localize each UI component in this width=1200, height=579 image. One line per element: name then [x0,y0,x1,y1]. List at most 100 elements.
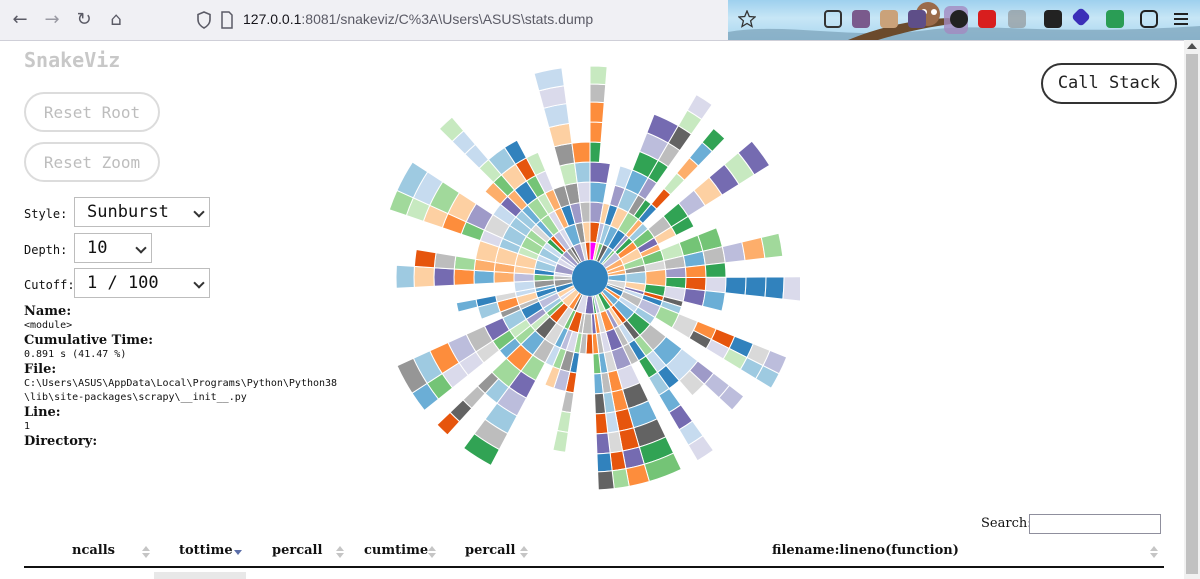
column-header[interactable]: cumtime [364,543,429,558]
sort-icon[interactable] [520,546,528,558]
extension-icon[interactable] [978,10,996,28]
sort-icon[interactable] [336,546,344,558]
sunburst-segment[interactable] [396,357,428,394]
sunburst-segment[interactable] [645,268,667,287]
shield-icon[interactable] [196,11,212,29]
extension-icon[interactable] [1106,10,1124,28]
sunburst-segment[interactable] [686,93,713,121]
sort-icon[interactable] [1150,546,1158,558]
table-row[interactable] [24,572,1164,579]
sunburst-segment[interactable] [453,268,475,286]
home-icon[interactable]: ⌂ [110,9,122,30]
sunburst-segment[interactable] [589,161,611,185]
cutoff-select[interactable]: 1 / 100 [74,268,210,298]
back-icon[interactable]: ← [12,9,28,30]
sort-desc-icon[interactable] [234,546,242,558]
url-text[interactable]: 127.0.0.1:8081/snakeviz/C%3A\Users\ASUS\… [243,11,594,27]
reset-root-button[interactable]: Reset Root [24,92,160,132]
sunburst-segment[interactable] [525,151,547,177]
sunburst-segment[interactable] [597,470,615,491]
sunburst-root[interactable] [572,260,608,296]
sunburst-segment[interactable] [704,262,727,278]
extension-icon[interactable] [950,10,968,28]
extension-icon[interactable] [908,10,926,28]
address-bar[interactable]: 127.0.0.1:8081/snakeviz/C%3A\Users\ASUS\… [188,6,728,34]
sunburst-segment[interactable] [533,67,565,92]
column-header[interactable]: tottime [179,543,233,558]
sunburst-segment[interactable] [395,264,415,289]
sunburst-segment[interactable] [438,116,465,143]
sunburst-segment[interactable] [594,412,609,435]
sunburst-segment[interactable] [553,142,576,167]
sunburst-segment[interactable] [721,241,746,264]
download-icon[interactable] [852,10,870,28]
sort-icon[interactable] [428,546,436,558]
column-header[interactable]: filename:lineno(function) [772,543,959,558]
column-header[interactable]: percall [465,543,516,558]
sunburst-segment[interactable] [782,276,800,302]
sunburst-segment[interactable] [737,140,771,176]
sunburst-segment[interactable] [594,392,607,415]
sunburst-segment[interactable] [684,264,707,278]
page-scrollbar[interactable] [1184,40,1200,579]
sunburst-segment[interactable] [493,271,515,284]
sunburst-segment[interactable] [436,411,461,436]
sunburst-segment[interactable] [455,298,479,313]
sunburst-segment[interactable] [413,265,435,288]
sunburst-segment[interactable] [433,267,455,287]
sunburst-segment[interactable] [609,450,627,472]
sunburst-segment[interactable] [433,252,457,270]
page-info-icon[interactable] [220,11,234,29]
sunburst-segment[interactable] [589,141,602,163]
search-input[interactable] [1029,514,1161,534]
reload-icon[interactable]: ↻ [76,9,92,30]
sunburst-segment[interactable] [571,141,591,164]
scroll-thumb[interactable] [1186,54,1198,574]
sunburst-segment[interactable] [741,236,766,262]
reset-zoom-button[interactable]: Reset Zoom [24,142,160,182]
scroll-up-icon[interactable] [1187,43,1197,49]
sunburst-segment[interactable] [589,83,607,104]
call-stack-button[interactable]: Call Stack [1041,63,1177,104]
sunburst-segment[interactable] [682,287,706,307]
sunburst-segment[interactable] [764,276,785,300]
depth-select[interactable]: 10 [74,233,152,263]
sunburst-segment[interactable] [556,410,572,434]
column-header[interactable]: percall [272,543,323,558]
sunburst-segment[interactable] [595,432,611,455]
sunburst-segment[interactable] [589,101,605,124]
pocket-icon[interactable] [824,10,842,28]
sunburst-segment[interactable] [473,269,495,285]
sunburst-segment[interactable] [687,435,715,462]
style-select[interactable]: Sunburst [74,197,210,227]
sunburst-segment[interactable] [664,266,687,279]
sunburst-segment[interactable] [760,232,784,259]
extension-icon[interactable] [1140,10,1158,28]
sunburst-segment[interactable] [718,384,745,411]
sunburst-segment[interactable] [589,65,608,86]
sunburst-segment[interactable] [724,276,747,296]
bookmark-star-icon[interactable] [737,9,757,28]
sunburst-segment[interactable] [701,127,726,153]
forward-icon[interactable]: → [44,9,60,30]
sunburst-segment[interactable] [462,433,501,467]
sunburst-segment[interactable] [574,161,591,184]
sunburst-segment[interactable] [670,215,695,237]
column-header[interactable]: ncalls [72,543,115,558]
sunburst-segment[interactable] [576,181,591,204]
sunburst-segment[interactable] [560,390,575,414]
sunburst-segment[interactable] [413,248,437,269]
sunburst-segment[interactable] [701,290,726,312]
sunburst-segment[interactable] [589,121,604,143]
extension-icon[interactable] [880,10,898,28]
sunburst-segment[interactable] [596,452,613,473]
sunburst-segment[interactable] [552,429,569,453]
sunburst-segment[interactable] [755,364,780,389]
sunburst-segment[interactable] [396,161,429,199]
sunburst-segment[interactable] [744,276,767,298]
sunburst-chart[interactable] [380,60,800,500]
sunburst-segment[interactable] [453,255,477,271]
sunburst-segment[interactable] [611,468,630,490]
sort-icon[interactable] [142,546,150,558]
menu-icon[interactable] [1172,10,1190,28]
